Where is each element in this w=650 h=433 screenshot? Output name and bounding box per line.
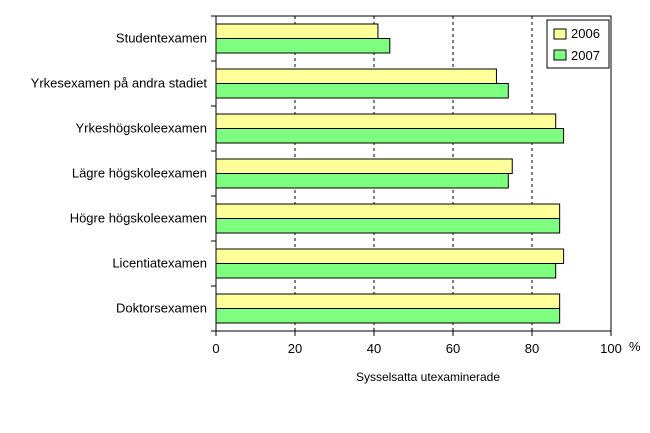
x-tick-label-0: 0 xyxy=(212,341,219,356)
bar-2007-4 xyxy=(215,173,509,189)
bar-2007-2 xyxy=(215,83,509,99)
bar-2007-7 xyxy=(215,308,561,324)
plot-frame xyxy=(215,15,612,332)
x-tick-label-80: 80 xyxy=(525,341,539,356)
bar-2006-4 xyxy=(215,158,513,174)
legend-label-2007: 2007 xyxy=(571,48,600,63)
category-label-2: Yrkesexamen på andra stadiet xyxy=(31,76,208,91)
category-label-6: Licentiatexamen xyxy=(112,256,207,271)
category-label-7: Doktorsexamen xyxy=(116,301,207,316)
x-tick-label-100: 100 xyxy=(600,341,622,356)
category-label-1: Studentexamen xyxy=(116,31,207,46)
bar-2007-3 xyxy=(215,128,565,144)
bar-2007-6 xyxy=(215,263,557,279)
tick-labels: 0 20 40 60 80 100 xyxy=(212,341,621,356)
bar-2007-5 xyxy=(215,218,561,234)
bar-2007-1 xyxy=(215,38,391,54)
bar-2006-6 xyxy=(215,248,565,264)
legend-swatch-2007 xyxy=(553,49,567,61)
x-tick-label-40: 40 xyxy=(367,341,381,356)
category-label-4: Lägre högskoleexamen xyxy=(72,166,207,181)
legend: 2006 2007 xyxy=(546,19,610,69)
category-labels: Studentexamen Yrkesexamen på andra stadie… xyxy=(31,31,208,316)
category-label-5: Högre högskoleexamen xyxy=(70,211,207,226)
bar-2006-7 xyxy=(215,293,561,309)
bar-2006-1 xyxy=(215,23,379,39)
legend-label-2006: 2006 xyxy=(571,26,600,41)
bars xyxy=(215,23,565,324)
x-tick-label-20: 20 xyxy=(288,341,302,356)
legend-swatch-2006 xyxy=(553,28,567,40)
bar-2006-2 xyxy=(215,68,497,84)
axes xyxy=(211,15,612,336)
x-axis-title: Sysselsatta utexaminerade xyxy=(356,370,500,384)
x-unit-label: % xyxy=(629,339,641,354)
x-tick-label-60: 60 xyxy=(446,341,460,356)
bar-2006-5 xyxy=(215,203,561,219)
category-label-3: Yrkeshögskoleexamen xyxy=(75,121,207,136)
bar-2006-3 xyxy=(215,113,557,129)
